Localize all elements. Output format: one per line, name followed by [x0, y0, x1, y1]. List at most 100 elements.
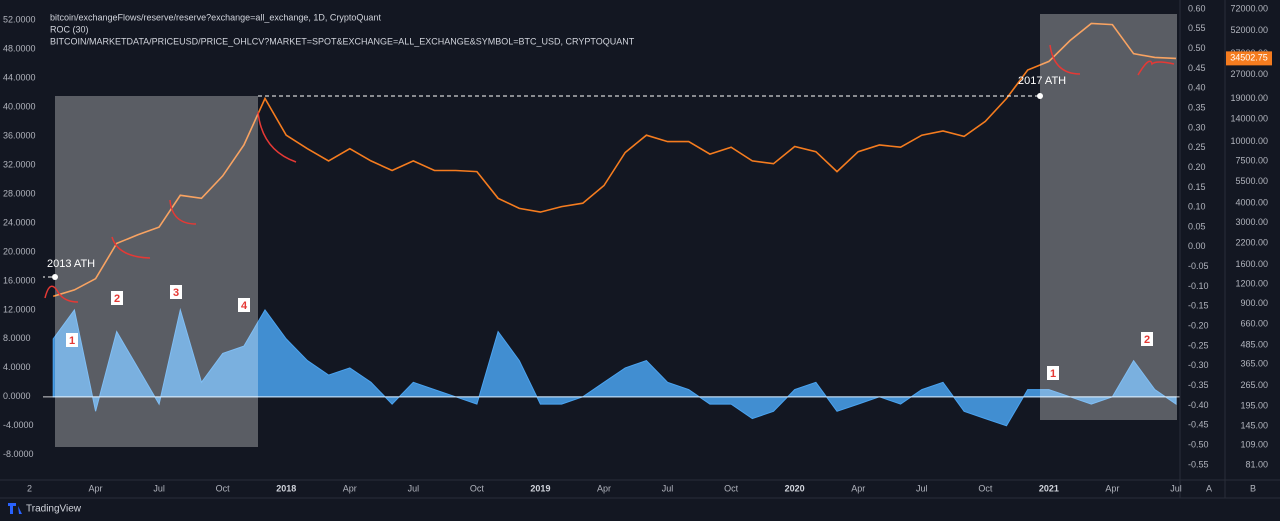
x-tick-label: Jul — [408, 483, 420, 493]
y-tick-label: -0.05 — [1188, 261, 1209, 271]
x-tick-label: Oct — [470, 483, 485, 493]
ath-dot — [1037, 93, 1043, 99]
badge-box — [1141, 332, 1153, 346]
x-tick-label: Jul — [662, 483, 674, 493]
badge-box — [238, 298, 250, 312]
plot-area — [43, 14, 1180, 447]
y-tick-label: 8.0000 — [3, 333, 31, 343]
y-tick-label: -4.0000 — [3, 420, 34, 430]
y-tick-label: 1200.00 — [1235, 278, 1268, 288]
y-tick-label: 0.00 — [1188, 241, 1206, 251]
y-tick-label: 900.00 — [1240, 298, 1268, 308]
header-line: ROC (30) — [50, 24, 89, 34]
y-tick-label: 4000.00 — [1235, 198, 1268, 208]
y-tick-label: -8.0000 — [3, 449, 34, 459]
header-line: bitcoin/exchangeFlows/reserve/reserve?ex… — [50, 12, 381, 22]
y-tick-label: 0.0000 — [3, 391, 31, 401]
badge-box — [170, 285, 182, 299]
y-tick-label: -0.10 — [1188, 281, 1209, 291]
y-tick-label: 3000.00 — [1235, 217, 1268, 227]
arrow — [1049, 44, 1081, 75]
x-tick-label: Apr — [1105, 483, 1119, 493]
y-tick-label: 20.0000 — [3, 246, 36, 256]
price-line — [52, 22, 1177, 298]
highlight-box — [1040, 14, 1177, 420]
y-tick-label: 1600.00 — [1235, 259, 1268, 269]
x-tick-label: Apr — [851, 483, 865, 493]
y-tick-label: 0.20 — [1188, 162, 1206, 172]
y-tick-label: 0.05 — [1188, 221, 1206, 231]
badge: 2 — [114, 293, 120, 305]
y-tick-label: -0.35 — [1188, 380, 1209, 390]
y-tick-label: 5500.00 — [1235, 176, 1268, 186]
x-tick-label: Jul — [916, 483, 928, 493]
badge-box — [1047, 366, 1059, 380]
y-tick-label: 48.0000 — [3, 43, 36, 53]
y-tick-label: 485.00 — [1240, 339, 1268, 349]
y-tick-label: 0.45 — [1188, 63, 1206, 73]
x-tick-label: 2019 — [530, 483, 550, 493]
ath-dot — [52, 274, 58, 280]
y-tick-label: 28.0000 — [3, 188, 36, 198]
y-tick-label: 195.00 — [1240, 401, 1268, 411]
y-tick-label: 10000.00 — [1230, 136, 1268, 146]
y-tick-label: 0.10 — [1188, 202, 1206, 212]
y-tick-label: 0.35 — [1188, 102, 1206, 112]
y-tick-label: 2200.00 — [1235, 238, 1268, 248]
y-tick-label: 44.0000 — [3, 72, 36, 82]
x-tick-label: Apr — [343, 483, 357, 493]
x-tick-label: Oct — [724, 483, 739, 493]
price-tag — [1226, 51, 1272, 66]
x-tick-label: Jul — [1170, 483, 1182, 493]
badge-box — [66, 333, 78, 347]
x-tick-label: Apr — [89, 483, 103, 493]
highlight-box — [55, 96, 258, 447]
y-tick-label: -0.55 — [1188, 459, 1209, 469]
y-tick-label: 36.0000 — [3, 130, 36, 140]
annotation: 2013 ATH — [47, 258, 95, 270]
x-tick-label: Oct — [216, 483, 231, 493]
y-tick-label: 16.0000 — [3, 275, 36, 285]
y-tick-label: 52.0000 — [3, 14, 36, 24]
badge: 4 — [241, 300, 248, 312]
y-tick-label: 265.00 — [1240, 380, 1268, 390]
y-tick-label: 0.25 — [1188, 142, 1206, 152]
axis-button[interactable]: A — [1206, 483, 1212, 493]
y-tick-label: 365.00 — [1240, 358, 1268, 368]
y-tick-label: -0.30 — [1188, 360, 1209, 370]
x-tick-label: 2020 — [785, 483, 805, 493]
y-tick-label: 109.00 — [1240, 440, 1268, 450]
y-tick-label: 0.40 — [1188, 83, 1206, 93]
y-tick-label: 660.00 — [1240, 319, 1268, 329]
y-tick-label: 32.0000 — [3, 159, 36, 169]
x-tick-label: 2021 — [1039, 483, 1059, 493]
y-tick-label: 4.0000 — [3, 362, 31, 372]
y-tick-label: 24.0000 — [3, 217, 36, 227]
y-tick-label: 0.55 — [1188, 23, 1206, 33]
y-tick-label: -0.40 — [1188, 400, 1209, 410]
x-tick-label: 2018 — [276, 483, 296, 493]
badge-box — [111, 291, 123, 305]
svg-text:TradingView: TradingView — [26, 504, 82, 515]
x-tick-label: Apr — [597, 483, 611, 493]
y-tick-label: 72000.00 — [1230, 3, 1268, 13]
badge: 2 — [1144, 334, 1150, 346]
y-tick-label: 81.00 — [1245, 460, 1268, 470]
axis-button[interactable]: B — [1250, 483, 1256, 493]
x-tick-label: Oct — [978, 483, 993, 493]
y-tick-label: 12.0000 — [3, 304, 36, 314]
badge: 1 — [1050, 368, 1056, 380]
y-tick-label: -0.20 — [1188, 321, 1209, 331]
y-tick-label: 0.50 — [1188, 43, 1206, 53]
y-tick-label: 27000.00 — [1230, 69, 1268, 79]
y-tick-label: 52000.00 — [1230, 25, 1268, 35]
y-tick-label: -0.50 — [1188, 439, 1209, 449]
y-tick-label: 0.30 — [1188, 122, 1206, 132]
y-tick-label: 19000.00 — [1230, 93, 1268, 103]
tradingview-logo[interactable]: TradingView — [8, 503, 82, 515]
arrow — [169, 199, 197, 225]
y-tick-label: -0.25 — [1188, 340, 1209, 350]
arrow — [44, 285, 79, 303]
